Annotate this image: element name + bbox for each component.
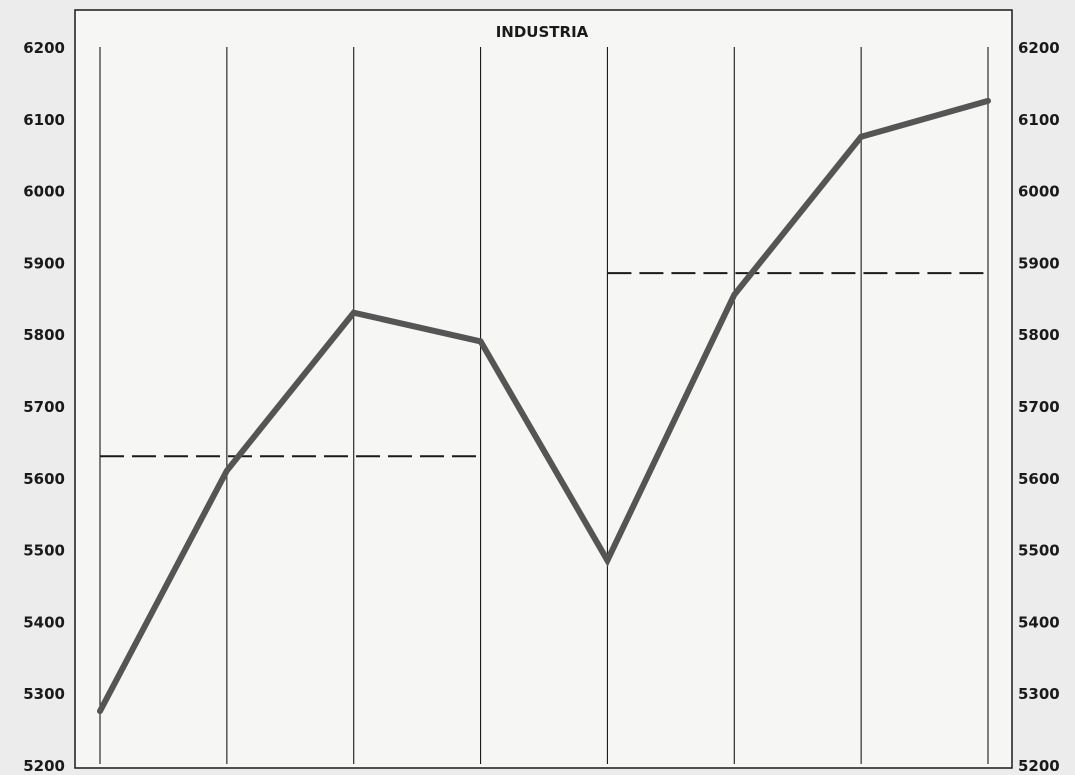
y-tick-label-left: 5800 bbox=[23, 326, 65, 344]
y-tick-label-left: 6200 bbox=[23, 39, 65, 57]
y-tick-label-right: 5600 bbox=[1018, 470, 1060, 488]
plot-area bbox=[74, 9, 1013, 769]
y-tick-label-right: 6200 bbox=[1018, 39, 1060, 57]
y-tick-label-left: 5500 bbox=[23, 542, 65, 560]
y-tick-label-right: 5500 bbox=[1018, 542, 1060, 560]
y-tick-label-left: 6100 bbox=[23, 111, 65, 129]
data-point-5 bbox=[605, 558, 610, 563]
data-point-2 bbox=[224, 468, 229, 473]
y-tick-label-right: 5400 bbox=[1018, 613, 1060, 631]
plot-frame bbox=[74, 9, 1013, 769]
y-axis-right: 5200 5300 5400 5500 5600 5700 5800 5900 6000 6100… bbox=[1018, 39, 1060, 775]
y-tick-label-right: 5800 bbox=[1018, 326, 1060, 344]
vertical-gridlines bbox=[99, 47, 989, 764]
data-series bbox=[97, 97, 991, 715]
y-tick-label-left: 5300 bbox=[23, 685, 65, 703]
y-tick-label-right: 5700 bbox=[1018, 398, 1060, 416]
y-axis-left: 5200 5300 5400 5500 5600 5700 5800 5900 6000 6100… bbox=[23, 39, 65, 775]
data-point-3 bbox=[351, 310, 356, 315]
data-point-8 bbox=[986, 98, 990, 103]
data-point-7 bbox=[859, 134, 864, 139]
y-tick-label-left: 5400 bbox=[23, 613, 65, 631]
data-point-1 bbox=[98, 709, 102, 714]
y-tick-label-left: 5200 bbox=[23, 757, 65, 775]
data-point-4 bbox=[478, 339, 483, 344]
y-tick-label-right: 6100 bbox=[1018, 111, 1060, 129]
y-tick-label-left: 5700 bbox=[23, 398, 65, 416]
y-tick-label-right: 5300 bbox=[1018, 685, 1060, 703]
series-line-1 bbox=[97, 97, 991, 715]
chart-title: INDUSTRIA bbox=[496, 23, 589, 41]
y-tick-label-right: 6000 bbox=[1018, 183, 1060, 201]
y-tick-label-left: 5900 bbox=[23, 254, 65, 272]
y-tick-label-left: 5600 bbox=[23, 470, 65, 488]
y-tick-label-right: 5200 bbox=[1018, 757, 1060, 775]
y-tick-label-left: 6000 bbox=[23, 183, 65, 201]
y-tick-label-right: 5900 bbox=[1018, 254, 1060, 272]
data-point-6 bbox=[732, 292, 737, 297]
